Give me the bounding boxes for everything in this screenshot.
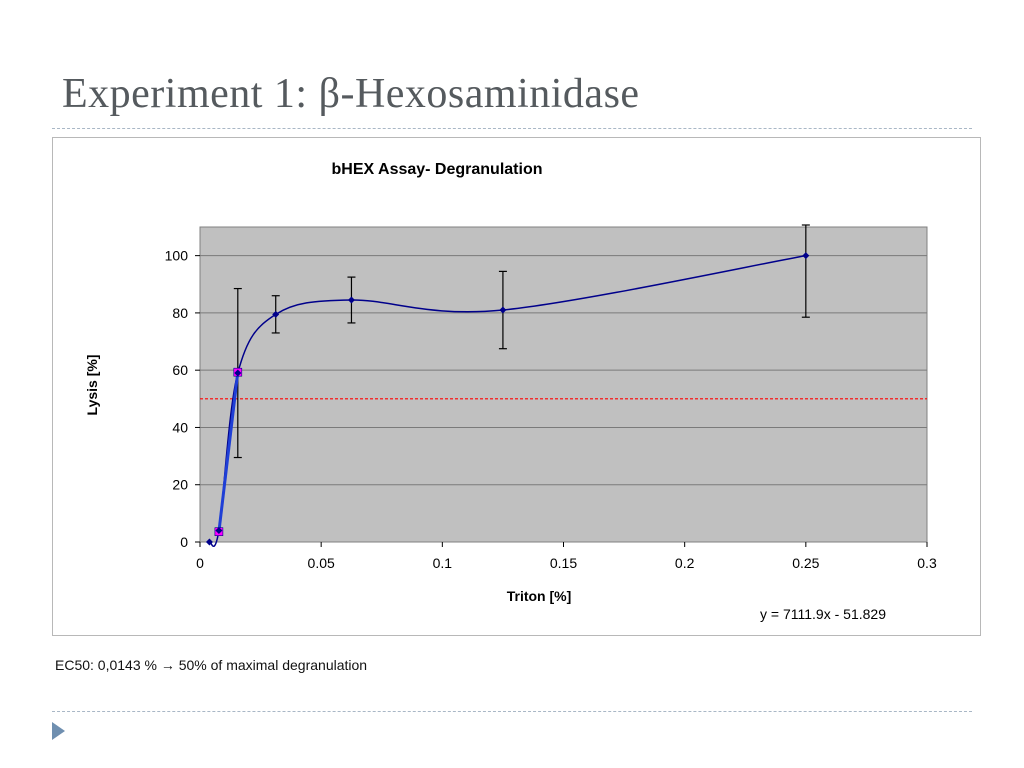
- fit-equation-label: y = 7111.9x - 51.829: [760, 606, 886, 622]
- y-tick-label: 100: [165, 248, 189, 264]
- top-divider: [52, 128, 972, 129]
- data-point: [215, 527, 223, 535]
- x-tick-label: 0.2: [675, 555, 695, 571]
- bullet-arrow-icon: [52, 722, 65, 740]
- y-tick-label: 0: [180, 534, 188, 550]
- linear-fit-line: [217, 372, 240, 532]
- y-axis-label: Lysis [%]: [84, 355, 100, 416]
- y-tick-label: 20: [172, 477, 188, 493]
- x-tick-label: 0.3: [917, 555, 937, 571]
- plot-area: [199, 226, 928, 543]
- data-point: [347, 296, 355, 304]
- x-tick-label: 0.25: [792, 555, 819, 571]
- chart-svg: bHEX Assay- Degranulation 0 20 40 60 80 100 0…: [84, 161, 937, 622]
- chart-frame: bHEX Assay- Degranulation 0 20 40 60 80 100 0…: [52, 137, 981, 636]
- series: [205, 224, 810, 547]
- x-tick-label: 0: [196, 555, 204, 571]
- data-point: [802, 252, 810, 260]
- x-tick-label: 0.05: [308, 555, 335, 571]
- data-point: [272, 310, 280, 318]
- y-tick-label: 80: [172, 305, 188, 321]
- slide-title: Experiment 1: β-Hexosaminidase: [62, 71, 640, 117]
- y-axis-ticks: 0 20 40 60 80 100: [165, 248, 200, 550]
- ec50-footnote: EC50: 0,0143 % → 50% of maximal degranul…: [55, 657, 368, 673]
- data-point: [499, 306, 507, 314]
- x-axis-ticks: 0 0.05 0.1 0.15 0.2 0.25 0.3: [196, 542, 937, 571]
- x-axis-label: Triton [%]: [507, 588, 572, 604]
- y-tick-label: 60: [172, 362, 188, 378]
- data-point: [205, 538, 213, 546]
- x-tick-label: 0.1: [433, 555, 453, 571]
- bottom-divider: [52, 711, 972, 712]
- y-tick-label: 40: [172, 419, 188, 435]
- x-tick-label: 0.15: [550, 555, 577, 571]
- chart-title: bHEX Assay- Degranulation: [331, 161, 542, 178]
- data-point: [234, 369, 242, 377]
